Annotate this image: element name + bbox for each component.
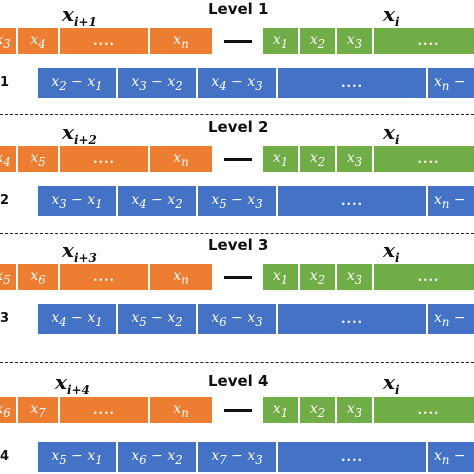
shifted-element-cell: x6 xyxy=(0,397,18,423)
level-title: Level 3 xyxy=(208,236,269,254)
right-sequence-label: xi xyxy=(383,120,400,147)
difference-row-tag: 2 xyxy=(0,193,10,208)
original-element-cell: x3 xyxy=(337,397,374,423)
difference-element-cell: .... xyxy=(278,442,428,472)
shifted-element-cell: xn xyxy=(173,267,189,287)
shifted-element-cell: xn xyxy=(173,149,189,169)
minus-sign xyxy=(224,409,252,412)
original-element-cell: x1 xyxy=(263,397,300,423)
difference-element-cell: x5 − x2 xyxy=(118,304,198,334)
difference-row-tag: 3 xyxy=(0,311,10,326)
shifted-element-cell: x6 xyxy=(18,264,60,290)
difference-row-tag: 1 xyxy=(0,75,10,90)
original-element-cell: x2 xyxy=(300,146,337,172)
level-separator-line xyxy=(0,362,474,363)
shifted-element-cell: x4 xyxy=(18,28,60,54)
shifted-element-cell: .... xyxy=(60,397,150,423)
difference-element-cell: xn − xyxy=(434,73,466,93)
difference-element-cell: x7 − x3 xyxy=(198,442,278,472)
shifted-element-cell: x3 xyxy=(0,28,18,54)
right-sequence-label: xi xyxy=(383,370,400,397)
difference-row-tag: 4 xyxy=(0,449,10,464)
minus-sign xyxy=(224,158,252,161)
right-sequence-label: xi xyxy=(383,238,400,265)
shifted-element-cell: .... xyxy=(60,264,150,290)
original-element-cell: x1 xyxy=(263,28,300,54)
difference-element-cell: x3 − x1 xyxy=(38,186,118,216)
difference-sequence-bar: x2 − x1 x3 − x2 x4 − x3.... xn − xyxy=(38,68,474,98)
left-sequence-label: xi+4 xyxy=(55,370,90,397)
difference-element-cell: x3 − x2 xyxy=(118,68,198,98)
shifted-element-cell: x5 xyxy=(0,264,18,290)
difference-element-cell: x2 − x1 xyxy=(38,68,118,98)
right-sequence-label: xi xyxy=(383,2,400,29)
original-element-cell: x2 xyxy=(300,28,337,54)
left-sequence-label: xi+1 xyxy=(62,2,97,29)
difference-element-cell: x4 − x1 xyxy=(38,304,118,334)
level-title: Level 1 xyxy=(208,0,269,18)
original-element-cell: .... xyxy=(417,151,440,167)
difference-sequence-bar: x3 − x1 x4 − x2 x5 − x3.... xn − xyxy=(38,186,474,216)
shifted-element-cell: x7 xyxy=(18,397,60,423)
shifted-element-cell: .... xyxy=(60,146,150,172)
shifted-sequence-bar: x6x7.... xn xyxy=(0,397,212,423)
original-element-cell: x2 xyxy=(300,264,337,290)
level-separator-line xyxy=(0,114,474,115)
original-sequence-bar: x1 x2 x3.... xyxy=(263,264,474,290)
level-separator-line xyxy=(0,233,474,234)
shifted-sequence-bar: x4x5.... xn xyxy=(0,146,212,172)
difference-element-cell: xn − xyxy=(434,447,466,467)
shifted-sequence-bar: x3x4.... xn xyxy=(0,28,212,54)
shifted-element-cell: xn xyxy=(173,400,189,420)
difference-sequence-bar: x4 − x1 x5 − x2 x6 − x3.... xn − xyxy=(38,304,474,334)
difference-element-cell: x5 − x1 xyxy=(38,442,118,472)
level-title: Level 4 xyxy=(208,372,269,390)
original-element-cell: .... xyxy=(417,33,440,49)
difference-element-cell: x4 − x2 xyxy=(118,186,198,216)
shifted-element-cell: .... xyxy=(60,28,150,54)
original-element-cell: .... xyxy=(417,269,440,285)
shifted-sequence-bar: x5x6.... xn xyxy=(0,264,212,290)
difference-element-cell: x5 − x3 xyxy=(198,186,278,216)
left-sequence-label: xi+3 xyxy=(62,238,97,265)
original-element-cell: x2 xyxy=(300,397,337,423)
original-element-cell: x3 xyxy=(337,146,374,172)
original-element-cell: x1 xyxy=(263,264,300,290)
difference-element-cell: xn − xyxy=(434,191,466,211)
shifted-element-cell: x5 xyxy=(18,146,60,172)
level-title: Level 2 xyxy=(208,118,269,136)
shifted-element-cell: x4 xyxy=(0,146,18,172)
difference-element-cell: x6 − x2 xyxy=(118,442,198,472)
difference-element-cell: .... xyxy=(278,186,428,216)
original-element-cell: .... xyxy=(417,402,440,418)
difference-sequence-bar: x5 − x1 x6 − x2 x7 − x3.... xn − xyxy=(38,442,474,472)
original-sequence-bar: x1 x2 x3.... xyxy=(263,397,474,423)
original-sequence-bar: x1 x2 x3.... xyxy=(263,28,474,54)
original-sequence-bar: x1 x2 x3.... xyxy=(263,146,474,172)
minus-sign xyxy=(224,276,252,279)
difference-element-cell: xn − xyxy=(434,309,466,329)
difference-element-cell: x4 − x3 xyxy=(198,68,278,98)
difference-element-cell: .... xyxy=(278,304,428,334)
minus-sign xyxy=(224,40,252,43)
original-element-cell: x3 xyxy=(337,264,374,290)
left-sequence-label: xi+2 xyxy=(62,120,97,147)
difference-element-cell: x6 − x3 xyxy=(198,304,278,334)
difference-element-cell: .... xyxy=(278,68,428,98)
original-element-cell: x3 xyxy=(337,28,374,54)
shifted-element-cell: xn xyxy=(173,31,189,51)
original-element-cell: x1 xyxy=(263,146,300,172)
